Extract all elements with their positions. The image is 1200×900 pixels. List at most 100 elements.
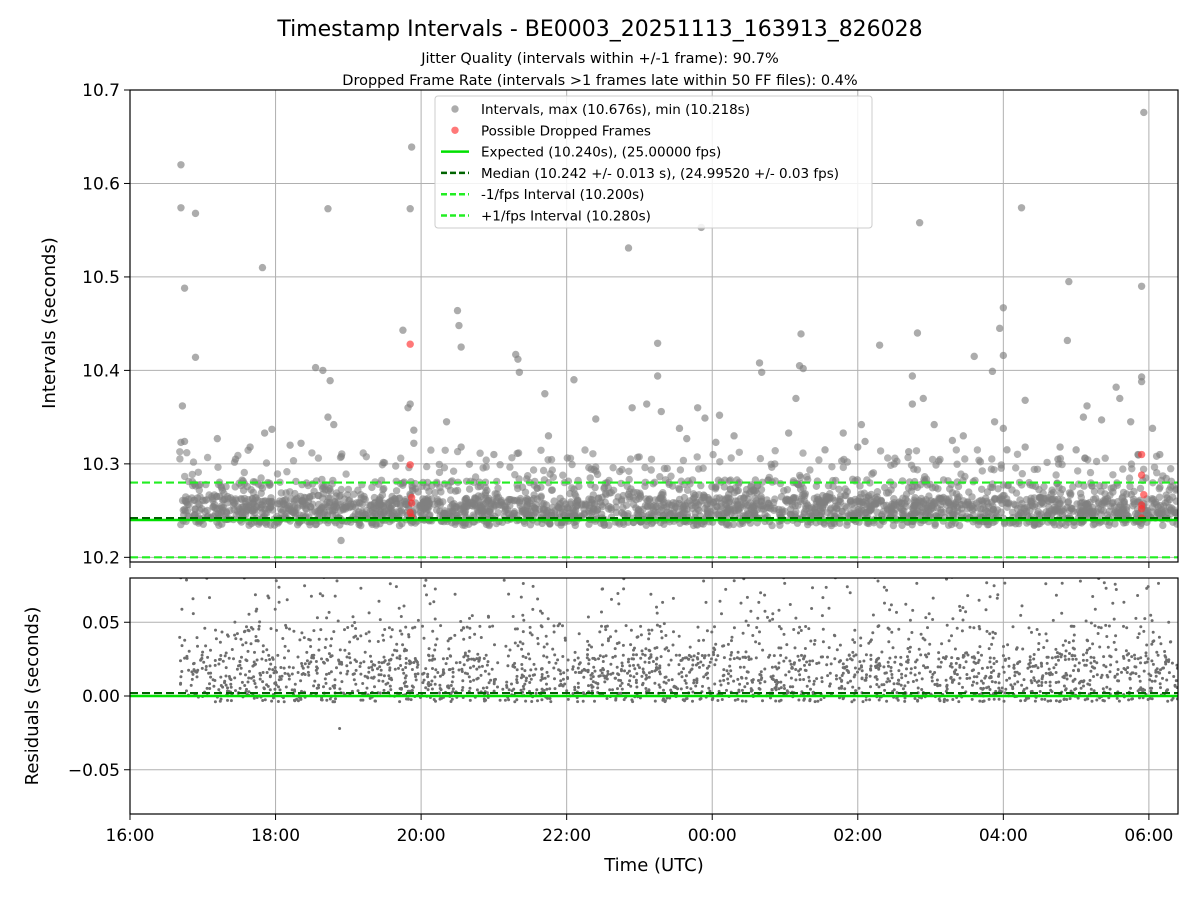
residual-point: [877, 698, 881, 702]
residual-point: [491, 624, 495, 628]
residual-point: [531, 607, 535, 611]
residual-point: [950, 634, 953, 638]
residual-point: [586, 668, 590, 672]
residual-point: [697, 639, 701, 643]
residual-point: [581, 699, 585, 703]
intervals-y-tick-label: 10.2: [82, 548, 120, 568]
interval-point: [539, 466, 548, 475]
residual-point: [187, 668, 191, 672]
residual-point: [325, 698, 329, 702]
residual-point: [895, 691, 899, 695]
residual-point: [687, 653, 691, 657]
interval-point: [524, 472, 532, 480]
residual-point: [650, 670, 654, 673]
residual-point: [1170, 698, 1174, 702]
residual-point: [970, 669, 974, 673]
interval-point: [406, 205, 414, 213]
residual-point: [1097, 625, 1101, 629]
residual-point: [719, 683, 723, 687]
residual-point: [356, 637, 360, 641]
residual-point: [1117, 679, 1121, 683]
residual-point: [736, 677, 740, 681]
residual-point: [262, 686, 266, 690]
residual-point: [597, 657, 600, 661]
residual-point: [529, 668, 533, 672]
residual-point: [924, 616, 928, 620]
residual-point: [1040, 684, 1044, 687]
residual-point: [481, 686, 485, 690]
interval-point: [999, 304, 1008, 312]
residual-point: [770, 688, 774, 691]
residual-point: [485, 663, 489, 667]
residual-point: [405, 685, 409, 688]
residual-point: [1085, 651, 1089, 655]
residual-point: [398, 629, 402, 633]
residual-point: [792, 662, 796, 666]
residual-point: [587, 684, 590, 688]
residual-point: [757, 687, 761, 690]
interval-point: [314, 511, 322, 519]
interval-point: [701, 414, 709, 422]
residual-point: [794, 616, 798, 620]
residual-point: [757, 600, 761, 604]
residual-point: [621, 653, 625, 657]
residual-point: [941, 656, 945, 660]
residual-point: [277, 585, 281, 589]
residual-point: [1072, 624, 1076, 628]
residual-point: [755, 626, 759, 629]
interval-point: [510, 497, 519, 505]
residual-point: [782, 632, 786, 636]
residual-point: [208, 687, 212, 690]
interval-point: [653, 339, 662, 347]
residual-point: [771, 617, 775, 621]
interval-point: [234, 503, 242, 511]
residual-point: [472, 678, 476, 682]
residual-point: [1150, 686, 1154, 690]
residual-point: [632, 663, 635, 667]
interval-point: [665, 478, 673, 487]
interval-point: [1165, 496, 1174, 504]
interval-point: [683, 434, 691, 443]
interval-point: [955, 521, 964, 530]
residual-point: [410, 684, 414, 688]
residual-point: [965, 677, 969, 680]
residual-point: [1036, 666, 1040, 670]
residual-point: [1041, 674, 1045, 678]
residual-point: [688, 645, 692, 649]
interval-point: [326, 376, 334, 385]
residual-point: [1031, 575, 1034, 578]
residual-point: [671, 596, 675, 600]
residual-point: [589, 683, 593, 687]
interval-point: [297, 439, 305, 447]
residual-point: [220, 630, 224, 634]
residual-point: [636, 663, 640, 667]
residual-point: [244, 641, 248, 645]
residual-point: [775, 683, 779, 686]
residual-point: [185, 656, 189, 660]
residual-point: [380, 661, 384, 665]
interval-point: [832, 504, 841, 512]
interval-point: [948, 436, 957, 445]
residual-point: [303, 673, 307, 676]
residual-point: [613, 654, 617, 658]
residual-point: [519, 595, 523, 599]
interval-point: [1109, 471, 1117, 479]
residual-point: [640, 649, 644, 653]
residual-point: [1044, 582, 1048, 586]
residual-point: [926, 626, 929, 630]
residual-point: [869, 638, 873, 642]
residual-point: [622, 587, 626, 591]
interval-point: [667, 472, 675, 480]
interval-point: [1084, 456, 1092, 464]
residual-point: [585, 656, 589, 660]
residual-point: [1129, 686, 1132, 690]
residual-point: [540, 698, 544, 702]
residual-point: [263, 698, 267, 702]
residual-point: [651, 660, 655, 663]
residual-point: [462, 626, 466, 630]
residual-point: [735, 656, 739, 660]
residual-point: [639, 656, 643, 660]
interval-point: [1030, 465, 1039, 474]
residual-point: [1116, 668, 1120, 671]
interval-point: [647, 466, 655, 474]
